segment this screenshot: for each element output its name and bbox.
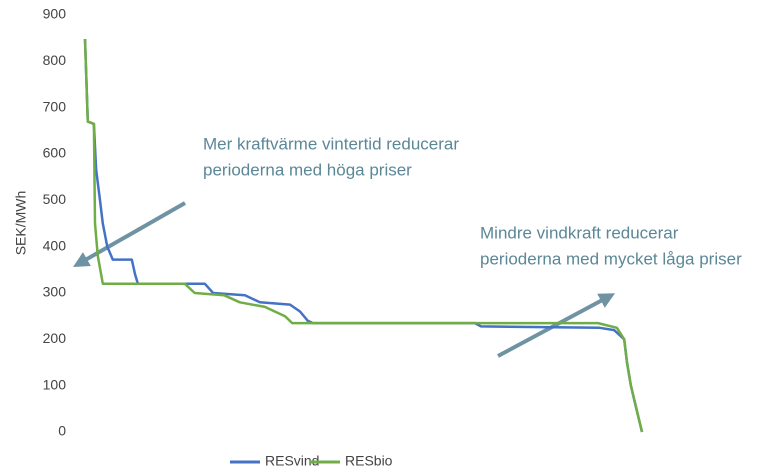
y-axis-label: SEK/MWh xyxy=(13,191,29,256)
y-tick-label: 200 xyxy=(43,330,67,346)
series-line xyxy=(83,39,644,433)
series-line xyxy=(83,39,644,433)
y-tick-label: 400 xyxy=(43,237,67,253)
y-tick-label: 800 xyxy=(43,52,67,68)
legend-label: RESbio xyxy=(345,453,393,469)
annotation: perioderna med mycket låga priser xyxy=(480,249,742,268)
annotation: Mindre vindkraft reducerar xyxy=(480,223,679,242)
y-tick-label: 500 xyxy=(43,191,67,207)
y-tick-label: 100 xyxy=(43,376,67,392)
y-tick-label: 600 xyxy=(43,145,67,161)
y-tick-label: 900 xyxy=(43,6,67,22)
legend-label: RESvind xyxy=(265,453,319,469)
y-tick-label: 0 xyxy=(58,423,66,439)
y-tick-label: 300 xyxy=(43,284,67,300)
y-tick-label: 700 xyxy=(43,98,67,114)
annotation: perioderna med höga priser xyxy=(203,160,412,179)
annotation: Mer kraftvärme vintertid reducerar xyxy=(203,134,459,153)
